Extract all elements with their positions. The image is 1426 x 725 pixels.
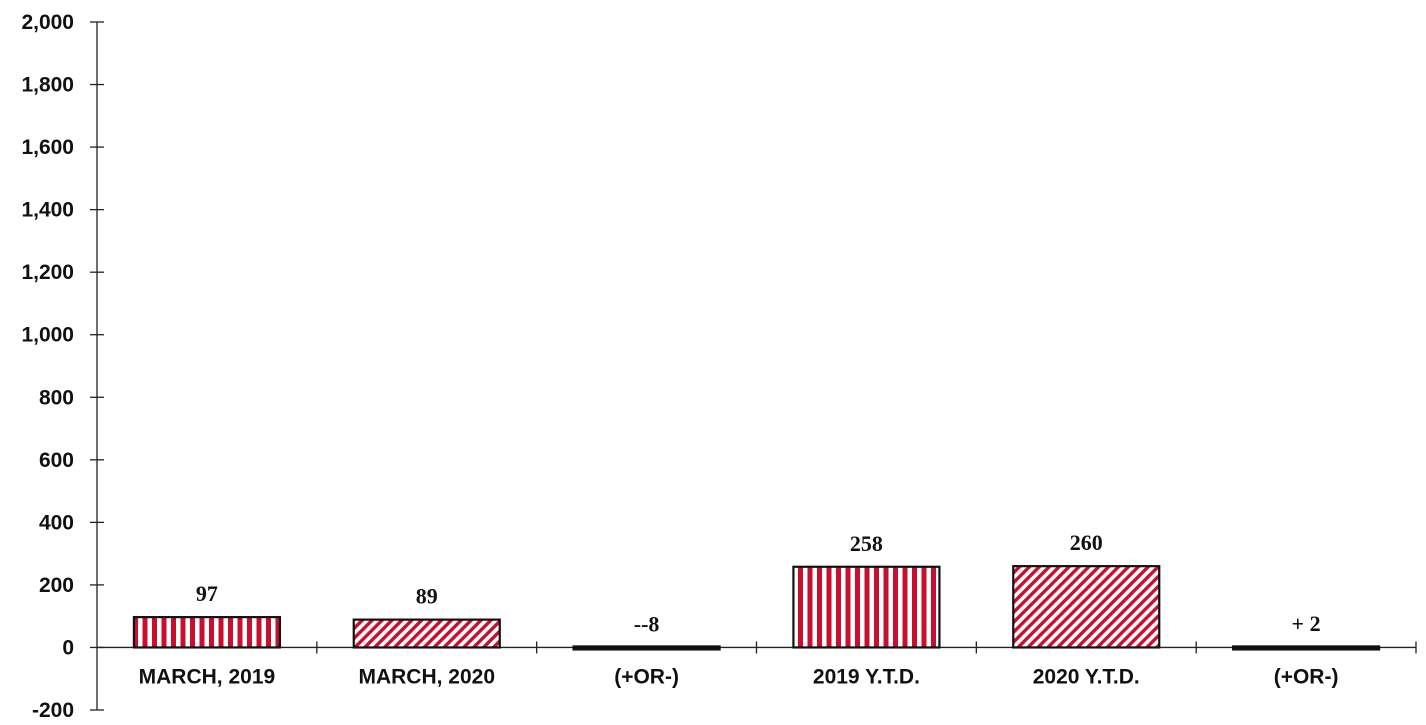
data-label: 258 xyxy=(850,531,883,556)
bars xyxy=(132,565,1381,651)
y-tick-label: 200 xyxy=(39,574,74,597)
y-tick-label: 0 xyxy=(62,636,74,659)
x-axis: MARCH, 2019 MARCH, 2020 (+OR-) 2019 Y.T.D. 2… xyxy=(97,641,1417,688)
x-tick-label: 2019 Y.T.D. xyxy=(813,665,920,688)
x-tick-label: MARCH, 2020 xyxy=(358,665,495,688)
bar xyxy=(572,645,721,651)
data-label: 260 xyxy=(1070,530,1103,555)
y-tick-label: 400 xyxy=(39,511,74,534)
y-tick-label: -200 xyxy=(32,699,74,722)
data-labels: 97 89 --8 258 260 + 2 xyxy=(196,530,1321,636)
data-label: --8 xyxy=(634,611,660,636)
bar xyxy=(1231,645,1381,651)
data-label: + 2 xyxy=(1292,611,1321,636)
y-axis: -200 0 200 400 600 800 1,000 1,200 1,400 1,600 1,8… xyxy=(21,11,104,722)
y-tick-label: 1,400 xyxy=(21,199,74,222)
data-label: 89 xyxy=(416,584,438,609)
y-tick-label: 1,800 xyxy=(21,74,74,97)
y-tick-label: 2,000 xyxy=(21,11,74,34)
y-tick-label: 600 xyxy=(39,449,74,472)
x-tick-label: (+OR-) xyxy=(614,665,679,688)
y-tick-label: 1,600 xyxy=(21,136,74,159)
y-tick-label: 1,200 xyxy=(21,261,74,284)
bar xyxy=(352,618,501,649)
x-tick-label: MARCH, 2019 xyxy=(139,665,276,688)
y-tick-label: 1,000 xyxy=(21,324,74,347)
y-tick-label: 800 xyxy=(39,386,74,409)
x-tick-label: 2020 Y.T.D. xyxy=(1033,665,1140,688)
bar xyxy=(1012,565,1161,649)
bar xyxy=(792,565,941,649)
data-label: 97 xyxy=(196,581,218,606)
x-tick-label: (+OR-) xyxy=(1274,665,1339,688)
bar xyxy=(132,616,282,649)
